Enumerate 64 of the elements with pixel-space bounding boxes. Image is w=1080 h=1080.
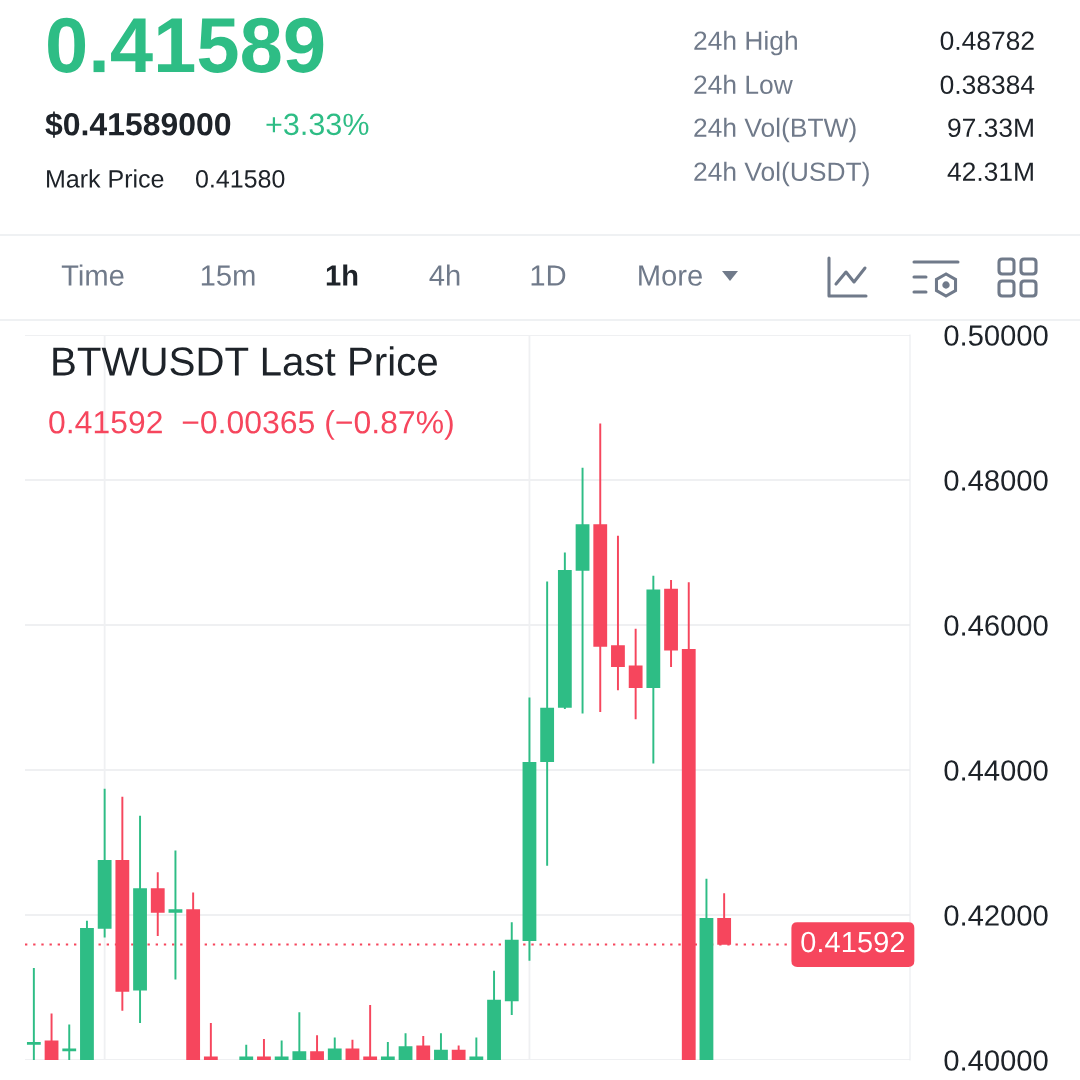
candlestick — [416, 1036, 431, 1060]
candlestick — [611, 535, 625, 691]
candlestick — [628, 628, 643, 720]
candlestick — [150, 872, 165, 937]
text: 0.41580 — [195, 170, 285, 188]
text: 0.41589 — [48, 17, 324, 73]
y-tick-label: 0.46000 — [944, 615, 1048, 636]
candlestick — [292, 1012, 307, 1060]
candlestick — [487, 970, 501, 1060]
candlestick — [434, 1033, 448, 1060]
candlestick — [451, 1045, 466, 1060]
text: 0.48782 — [940, 31, 1034, 51]
candlestick — [26, 967, 41, 1060]
candlestick — [380, 1041, 395, 1060]
text: 42.31M — [947, 162, 1033, 182]
candlestick — [133, 815, 147, 1024]
candlestick — [274, 1040, 289, 1060]
candlestick — [646, 575, 661, 764]
text: Time — [61, 264, 124, 286]
text: 4h — [429, 264, 460, 286]
candlestick — [310, 1035, 324, 1060]
candlestick — [168, 850, 183, 980]
candlestick — [557, 552, 572, 710]
y-tick-label: 0.50000 — [944, 325, 1048, 346]
y-tick-label: 0.48000 — [944, 470, 1048, 491]
text: 97.33M — [948, 118, 1033, 138]
text: 1D — [531, 265, 566, 286]
candlestick — [203, 1023, 218, 1060]
candlestick — [398, 1033, 413, 1060]
candlestick — [239, 1044, 254, 1060]
candlestick — [186, 892, 201, 1060]
candlestick — [699, 878, 714, 1060]
text: 24h Vol(BTW) — [694, 117, 856, 143]
text: 0.38384 — [940, 75, 1035, 95]
text: +3.33% — [266, 113, 369, 136]
y-tick-label: 0.40000 — [944, 1050, 1048, 1071]
candlestick — [504, 922, 519, 1016]
candlestick — [115, 796, 130, 1011]
candlestick — [345, 1039, 360, 1060]
candlestick — [593, 423, 608, 712]
text: 1h — [326, 264, 358, 286]
text: Mark Price — [47, 169, 164, 188]
candlestick — [540, 581, 555, 866]
candlestick — [575, 467, 590, 714]
text: More — [639, 265, 702, 286]
text: 24h Vol(USDT) — [694, 161, 869, 187]
text: 0.41592 −0.00365 (−0.87%) — [49, 410, 453, 440]
candlestick — [469, 1037, 484, 1060]
text: 24h Low — [694, 74, 793, 95]
candlestick — [80, 920, 94, 1060]
candlestick — [664, 580, 678, 668]
candlestick — [327, 1037, 342, 1060]
candlestick — [62, 1024, 77, 1060]
chart-title: BTWUSDT Last Price — [53, 346, 437, 376]
candlestick — [257, 1038, 271, 1060]
text: 24h High — [694, 30, 797, 56]
ref-line-label: 0.41592 — [801, 931, 905, 953]
text: $0.41589000 — [45, 111, 231, 138]
y-tick-label: 0.44000 — [944, 760, 1048, 781]
y-tick-label: 0.42000 — [944, 905, 1048, 926]
candlestick — [44, 1013, 59, 1060]
text: 15m — [201, 265, 255, 286]
candlestick — [363, 1004, 378, 1060]
candlestick — [97, 788, 112, 938]
